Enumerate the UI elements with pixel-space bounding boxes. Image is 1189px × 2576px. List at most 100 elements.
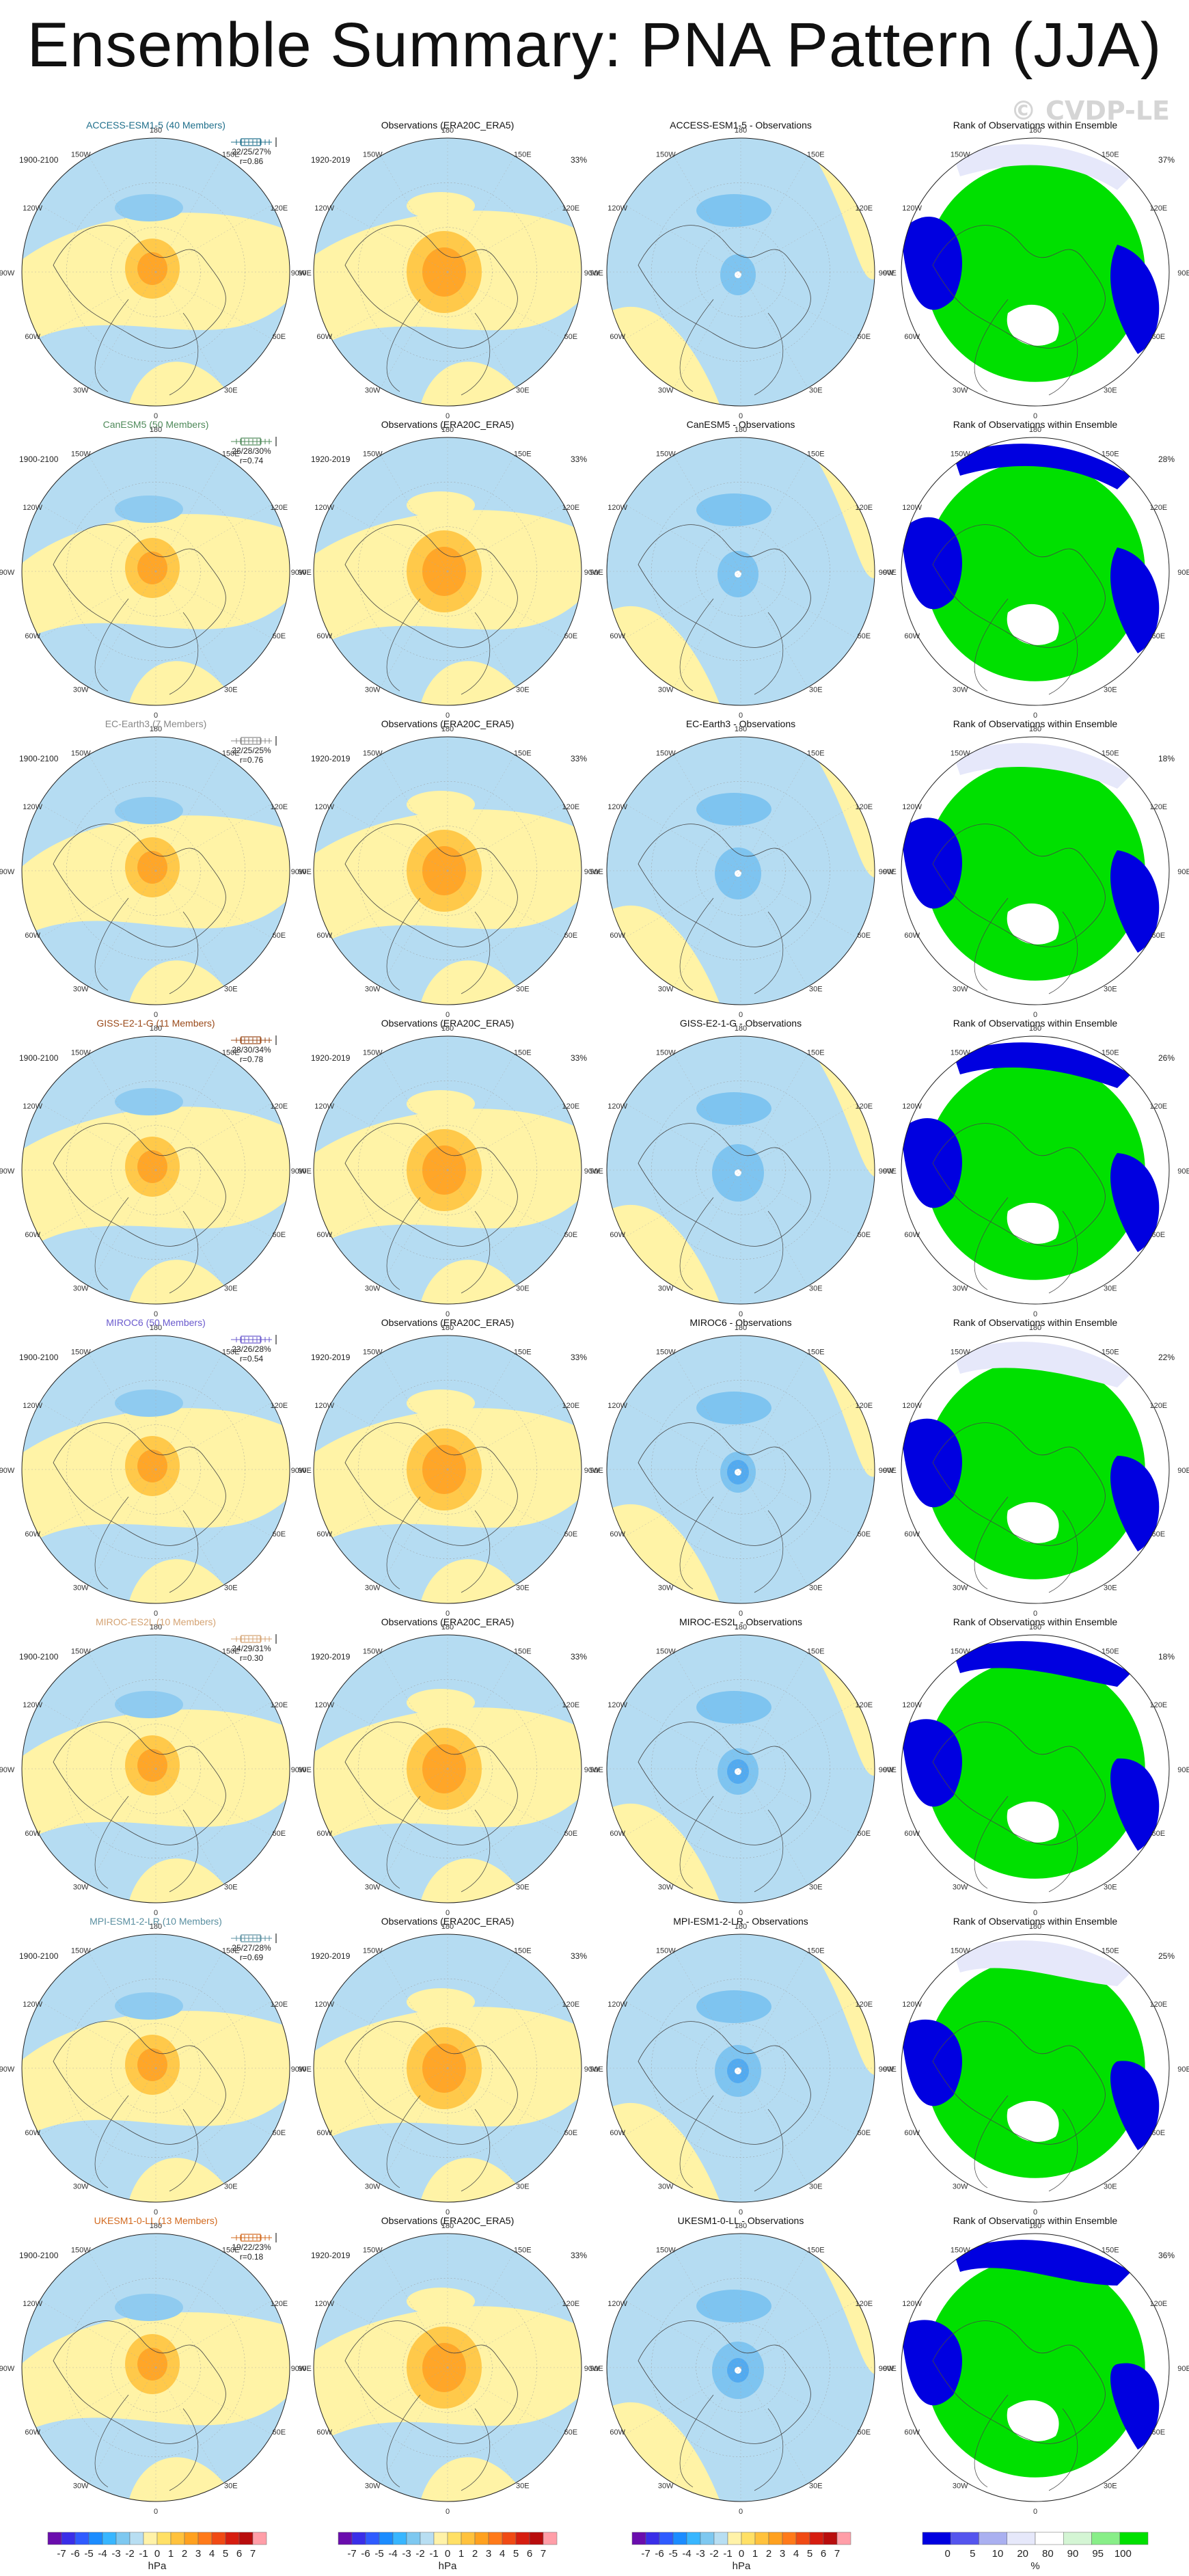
map-field <box>607 2234 875 2502</box>
lon-label: 90W <box>879 1766 894 1774</box>
coastline <box>932 1722 1106 1845</box>
coastline <box>461 1210 491 1294</box>
lon-label: 0 <box>446 2508 450 2516</box>
lon-label: 0 <box>446 1909 450 1917</box>
lon-label: 60W <box>610 932 625 940</box>
coastline <box>94 598 129 692</box>
lon-label: 120W <box>902 504 922 512</box>
model-title: MIROC6 (50 Members) <box>106 1317 205 1328</box>
coastline <box>344 1123 518 1247</box>
lon-label: 60W <box>610 632 625 640</box>
rank-percent: 37% <box>1158 155 1175 165</box>
pacific-low <box>407 491 475 519</box>
coastline <box>94 1496 129 1590</box>
obs-title: Observations (ERA20C_ERA5) <box>381 120 515 131</box>
coastline <box>974 1795 1009 1889</box>
colorbar-swatch <box>88 2532 103 2545</box>
lon-label: 90E <box>1177 2065 1189 2074</box>
map-border <box>21 2233 290 2502</box>
coastline <box>386 2095 421 2188</box>
coastline <box>974 2394 1009 2488</box>
map-field <box>22 1036 290 1304</box>
lon-label: 150W <box>656 2246 676 2254</box>
coastline <box>461 312 491 396</box>
model-title: MIROC-ES2L (10 Members) <box>96 1616 216 1627</box>
lon-label: 0 <box>154 1011 158 1019</box>
lon-label: 180 <box>735 1923 747 1931</box>
lon-label: 180 <box>441 426 454 434</box>
lon-label: 60W <box>610 1530 625 1538</box>
lon-label: 120W <box>902 2001 922 2009</box>
lon-label: 180 <box>735 725 747 733</box>
lon-label: 30E <box>516 386 530 394</box>
rank-low <box>1110 1758 1160 1851</box>
lon-label: 120E <box>1149 204 1167 213</box>
rank-title: Rank of Observations within Ensemble <box>953 718 1118 729</box>
colorbar-label: 3 <box>486 2548 491 2560</box>
lon-label: 60W <box>904 632 920 640</box>
lon-label: 60E <box>564 2428 578 2437</box>
colorbar-label: 1 <box>459 2548 464 2560</box>
colorbar-label: -3 <box>402 2548 411 2560</box>
lon-label: 120E <box>855 1701 873 1709</box>
obs-percent: 33% <box>571 754 587 763</box>
colorbar-label: 4 <box>209 2548 215 2560</box>
lon-label: 0 <box>1033 711 1037 720</box>
map-field <box>22 437 290 705</box>
lon-label: 30W <box>658 686 674 694</box>
map-border <box>21 1634 290 1903</box>
lon-label: 120E <box>1149 1701 1167 1709</box>
watermark: © CVDP-LE <box>1010 96 1170 126</box>
lon-label: 90W <box>879 1167 894 1176</box>
lon-label: 30E <box>1104 686 1117 694</box>
lon-label: 150E <box>222 1647 240 1655</box>
map-field <box>314 138 582 406</box>
lon-label: 30E <box>809 2482 823 2490</box>
coastline <box>94 1795 129 1889</box>
lon-label: 120W <box>23 803 42 811</box>
rank-mid <box>1007 304 1059 346</box>
lon-label: 120E <box>562 2001 579 2009</box>
colorbar-swatch <box>809 2532 824 2545</box>
coastline <box>461 1510 491 1593</box>
lon-label: 90W <box>0 2365 15 2373</box>
coastline <box>679 897 714 991</box>
pacific-low <box>115 1992 183 2020</box>
lon-label: 120W <box>902 1102 922 1111</box>
colorbar-swatch <box>741 2532 756 2545</box>
colorbar-diff: -7 -6 -5 -4 -3 -2 -1 0 1 2 3 4 5 6 7 hPa <box>631 2532 851 2572</box>
lon-label: 60W <box>25 2129 40 2137</box>
polar-high-core <box>137 2348 167 2381</box>
lon-label: 150E <box>807 1048 825 1057</box>
lon-label: 30E <box>809 1883 823 1891</box>
map-border <box>313 1035 582 1305</box>
lon-label: 150W <box>656 150 676 159</box>
lon-label: 90E <box>883 1467 897 1475</box>
coastline <box>754 2109 784 2192</box>
model-period: 1900-2100 <box>19 1652 59 1662</box>
coastline <box>932 2021 1106 2145</box>
coastline <box>1048 1809 1078 1893</box>
obs-period: 1920-2019 <box>311 754 351 763</box>
lon-label: 0 <box>739 1011 743 1019</box>
model-title: MPI-ESM1-2-LR (10 Members) <box>90 1916 222 1927</box>
lon-label: 30W <box>953 1883 968 1891</box>
lon-label: 90E <box>590 2065 603 2074</box>
lon-label: 150E <box>222 450 240 458</box>
map-field <box>22 1934 290 2202</box>
rank-low <box>1110 245 1160 354</box>
rank-mid <box>1007 604 1059 645</box>
lon-label: 60E <box>858 2129 871 2137</box>
pattern-stats: 23/26/28% <box>232 1344 271 1354</box>
coastline <box>169 1809 199 1893</box>
lon-label: 30E <box>1104 985 1117 993</box>
colorbar-rank: 0 5 10 20 80 90 95 100% <box>922 2532 1149 2572</box>
lon-label: 150W <box>656 749 676 757</box>
lon-label: 90E <box>298 2365 312 2373</box>
colorbar-swatch <box>392 2532 407 2545</box>
lon-label: 90E <box>590 269 603 277</box>
